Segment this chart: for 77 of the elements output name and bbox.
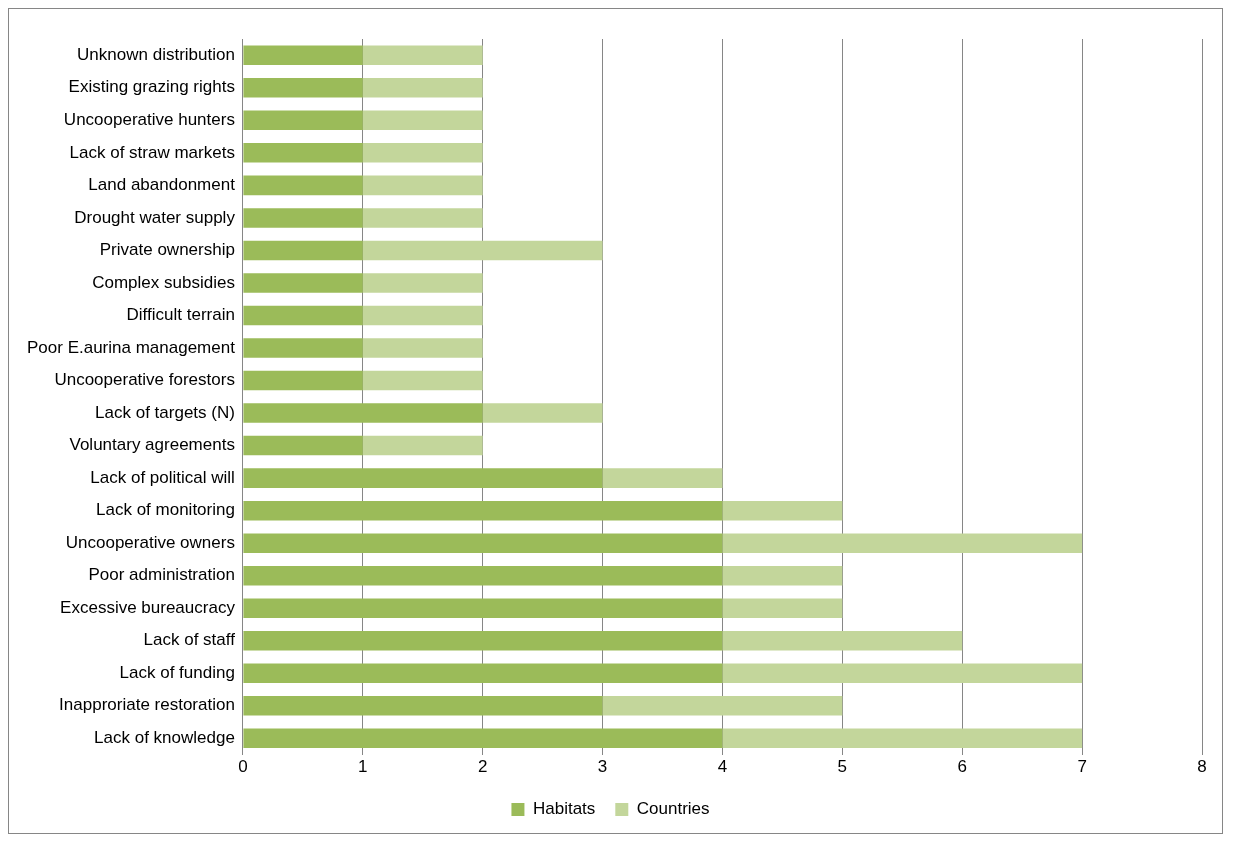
y-tick-label: Private ownership <box>99 240 235 260</box>
bar <box>722 565 843 586</box>
legend-label: Habitats <box>532 799 596 819</box>
y-tick-label: Difficult terrain <box>126 305 235 325</box>
legend-label: Countries <box>636 799 710 819</box>
bar <box>243 403 483 423</box>
y-tick-label: Lack of knowledge <box>94 728 235 748</box>
bar <box>243 338 363 358</box>
bar <box>243 143 363 163</box>
bar <box>722 728 1083 749</box>
x-tick-label: 6 <box>957 757 967 777</box>
y-tick-label: Lack of funding <box>119 662 235 682</box>
y-tick-label: Inapproriate restoration <box>59 695 235 715</box>
bar <box>362 435 483 456</box>
bar <box>243 78 363 98</box>
bar <box>602 468 723 488</box>
x-tick-label: 4 <box>717 757 728 777</box>
bar <box>243 240 363 261</box>
bar <box>722 663 1083 684</box>
bar <box>722 631 963 651</box>
bar <box>243 370 363 391</box>
y-tick-label: Poor administration <box>88 565 235 585</box>
y-tick-label: Uncooperative forestors <box>54 370 235 390</box>
bar <box>243 533 723 553</box>
bar <box>722 533 1083 553</box>
bar <box>362 143 483 163</box>
y-tick-label: Excessive bureaucracy <box>60 597 236 617</box>
bar <box>243 696 603 716</box>
y-tick-label: Uncooperative hunters <box>63 110 235 130</box>
x-tick-label: 7 <box>1077 757 1087 777</box>
bar <box>243 631 723 651</box>
x-tick-label: 1 <box>358 757 368 777</box>
bar <box>243 45 363 66</box>
y-tick-label: Lack of staff <box>143 630 236 650</box>
bar <box>243 565 723 586</box>
bar <box>362 78 483 98</box>
bar <box>243 728 723 749</box>
x-tick-label: 0 <box>238 757 248 777</box>
y-tick-label: Unknown distribution <box>77 44 235 64</box>
bar <box>243 208 363 228</box>
bar <box>362 208 483 228</box>
bar <box>243 500 723 521</box>
bar <box>602 696 843 716</box>
bar <box>243 435 363 456</box>
y-tick-label: Lack of straw markets <box>69 142 235 162</box>
y-tick-label: Lack of monitoring <box>96 500 235 520</box>
y-tick-label: Lack of targets (N) <box>95 402 235 422</box>
bar <box>362 175 483 196</box>
x-tick-label: 8 <box>1197 757 1207 777</box>
y-tick-label: Land abandonment <box>88 175 236 195</box>
bar <box>362 45 483 66</box>
bar <box>362 305 483 326</box>
bar <box>243 273 363 293</box>
y-tick-label: Voluntary agreements <box>69 435 235 455</box>
bar <box>362 370 483 391</box>
bar <box>243 663 723 684</box>
y-tick-label: Complex subsidies <box>92 272 235 292</box>
bar <box>722 598 843 618</box>
bar <box>362 240 603 261</box>
bar <box>243 468 603 488</box>
y-tick-label: Drought water supply <box>74 207 236 227</box>
x-tick-label: 3 <box>597 757 608 777</box>
y-tick-label: Existing grazing rights <box>68 77 235 97</box>
bar <box>243 305 363 326</box>
bar <box>243 110 363 131</box>
x-tick-label: 5 <box>837 757 848 777</box>
y-tick-label: Uncooperative owners <box>65 532 235 552</box>
bar <box>243 175 363 196</box>
bar <box>243 598 723 618</box>
bar <box>722 500 843 521</box>
x-tick-label: 2 <box>477 757 488 777</box>
bar <box>482 403 603 423</box>
y-tick-label: Lack of political will <box>90 467 235 487</box>
y-tick-label: Poor E.aurina management <box>27 337 236 357</box>
bar <box>362 338 483 358</box>
bar <box>362 110 483 131</box>
bar <box>362 273 483 293</box>
